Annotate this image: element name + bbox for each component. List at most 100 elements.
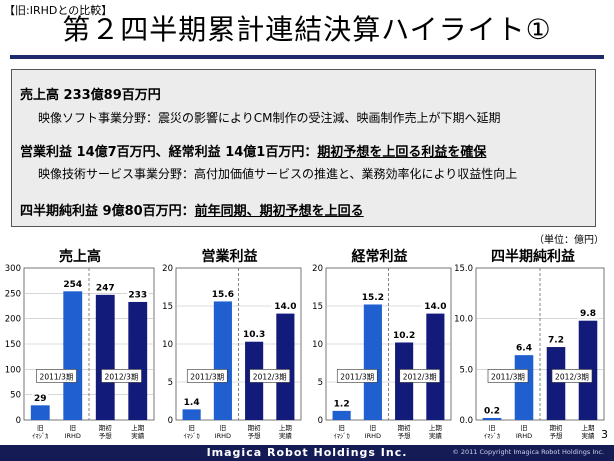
y-tick-label: 10.0 <box>454 315 473 325</box>
chart-panel-revenue: 売上高 0 50 100 150 200 250 300 29 254 247 233 2011/3期… <box>0 248 160 440</box>
data-label: 254 <box>63 280 82 290</box>
data-label-bg <box>421 299 450 312</box>
x-tick-label: 旧 ｲﾏｼﾞｶ <box>333 424 350 440</box>
data-label: 10.3 <box>243 330 265 340</box>
data-label: 6.4 <box>516 344 532 354</box>
period-label: 2011/3期 <box>340 372 374 381</box>
y-tick-label: 0 <box>168 416 173 426</box>
x-tick-label: 期初 予想 <box>247 424 261 440</box>
data-label-bg <box>330 396 353 409</box>
data-label-bg <box>208 287 237 300</box>
data-label: 15.2 <box>362 293 384 303</box>
footer-bar: Imagica Robot Holdings Inc. © 2011 Copyr… <box>0 445 614 461</box>
chart-panel-ordinary-income: 経常利益 0 5 10 15 20 1.2 15.2 10.2 14.0 2011/3期 2012/… <box>302 248 457 440</box>
data-label: 7.2 <box>548 336 564 346</box>
bar <box>276 313 295 420</box>
x-tick-label: 旧 ｲﾏｼﾞｶ <box>483 424 501 440</box>
summary-net-figures: 四半期純利益 9億80百万円： <box>20 204 195 219</box>
data-label: 0.2 <box>484 406 500 416</box>
period-label-box <box>551 369 593 383</box>
y-tick-label: 5.0 <box>459 365 473 375</box>
period-label: 2012/3期 <box>555 372 589 381</box>
chart-panel-operating-income: 営業利益 0 5 10 15 20 1.4 15.6 10.3 14.0 2011/3期 2012/… <box>152 248 307 440</box>
data-label: 247 <box>96 283 115 293</box>
data-label-bg <box>513 341 535 354</box>
x-tick-label: 期初 予想 <box>549 424 563 440</box>
data-label: 233 <box>128 290 147 300</box>
data-label-bg <box>180 395 203 408</box>
period-label: 2012/3期 <box>105 372 139 381</box>
bar <box>30 405 50 420</box>
summary-profit-figures: 営業利益 14億7百万円、経常利益 14億1百万円： <box>20 145 318 160</box>
bar <box>95 294 115 420</box>
summary-profit: 営業利益 14億7百万円、経常利益 14億1百万円：期初予想を上回る利益を確保 <box>20 141 486 160</box>
y-tick-label: 20 <box>312 264 323 274</box>
data-label-bg <box>61 277 84 290</box>
y-tick-label: 50 <box>10 391 21 401</box>
data-label-bg <box>577 306 599 319</box>
y-tick-label: 200 <box>5 315 21 325</box>
chart-title: 売上高 <box>59 249 101 265</box>
summary-box: 売上高 233億89百万円 映像ソフト事業分野：震災の影響によりCM制作の受注減… <box>11 69 596 227</box>
bar <box>426 313 445 420</box>
x-tick-label: 旧 IRHD <box>515 424 533 440</box>
data-label: 15.6 <box>212 290 234 300</box>
period-label-box <box>249 369 291 383</box>
data-label-bg <box>390 328 419 341</box>
period-label: 2011/3期 <box>40 372 74 381</box>
bar <box>63 291 83 420</box>
y-tick-label: 10 <box>162 340 173 350</box>
data-label-bg <box>271 299 300 312</box>
net-income-chart: 0.0 5.0 10.0 15.0 0.2 6.4 7.2 9.8 2011/3期 2012/3期 <box>454 264 605 426</box>
period-label-box <box>186 369 228 383</box>
bar <box>128 301 148 420</box>
x-tick-label: 旧 IRHD <box>64 424 81 440</box>
data-label-bg <box>545 333 567 346</box>
bar <box>363 304 382 420</box>
summary-net-highlight: 前年同期、期初予想を上回る <box>194 204 364 219</box>
x-tick-label: 上期 実績 <box>428 424 442 440</box>
y-tick-label: 100 <box>5 365 21 375</box>
y-tick-label: 300 <box>5 264 21 274</box>
page-number: 3 <box>601 428 608 441</box>
period-label-box <box>336 369 378 383</box>
page-title: 第２四半期累計連結決算ハイライト① <box>62 13 552 46</box>
operating-income-chart: 0 5 10 15 20 1.4 15.6 10.3 14.0 2011/3期 2012/3期 <box>162 264 302 426</box>
y-tick-label: 0 <box>16 416 21 426</box>
chart-panel-net-income: 四半期純利益 0.0 5.0 10.0 15.0 0.2 6.4 7.2 9.8 2011/3期… <box>452 248 614 440</box>
data-label-bg <box>126 287 149 300</box>
y-tick-label: 10 <box>312 340 323 350</box>
y-tick-label: 150 <box>5 340 21 350</box>
x-tick-label: 期初 予想 <box>397 424 411 440</box>
x-tick-label: 上期 実績 <box>131 424 145 440</box>
summary-revenue: 売上高 233億89百万円 <box>20 88 161 103</box>
comparison-tag: 【旧:IRHDとの比較】 <box>4 4 113 17</box>
x-tick-label: 上期 実績 <box>581 424 595 440</box>
ordinary-income-chart: 0 5 10 15 20 1.2 15.2 10.2 14.0 2011/3期 2012/3期 <box>312 264 452 426</box>
bar <box>546 347 566 420</box>
data-label: 14.0 <box>424 302 446 312</box>
data-label-bg <box>240 327 269 340</box>
bar <box>213 301 232 420</box>
y-tick-label: 15 <box>162 302 173 312</box>
data-label: 10.2 <box>393 331 415 341</box>
summary-profit-highlight: 期初予想を上回る利益を確保 <box>317 145 487 160</box>
y-tick-label: 5 <box>318 378 323 388</box>
chart-title: 四半期純利益 <box>491 249 575 265</box>
x-tick-label: 旧 IRHD <box>364 424 382 440</box>
data-label: 14.0 <box>274 302 296 312</box>
y-tick-label: 0 <box>318 416 323 426</box>
x-tick-label: 旧 ｲﾏｼﾞｶ <box>183 424 200 440</box>
bar <box>332 410 351 420</box>
y-tick-label: 250 <box>5 289 21 299</box>
y-tick-label: 5 <box>168 378 173 388</box>
x-tick-label: 旧 IRHD <box>214 424 232 440</box>
bar <box>182 409 201 420</box>
data-label: 29 <box>34 394 47 404</box>
footer-copyright: © 2011 Copyright Imagica Robot Holdings … <box>452 448 604 456</box>
bar <box>482 417 502 420</box>
period-label-box <box>36 369 77 383</box>
period-label-box <box>101 369 142 383</box>
period-label: 2012/3期 <box>403 372 437 381</box>
data-label: 9.8 <box>580 309 596 319</box>
